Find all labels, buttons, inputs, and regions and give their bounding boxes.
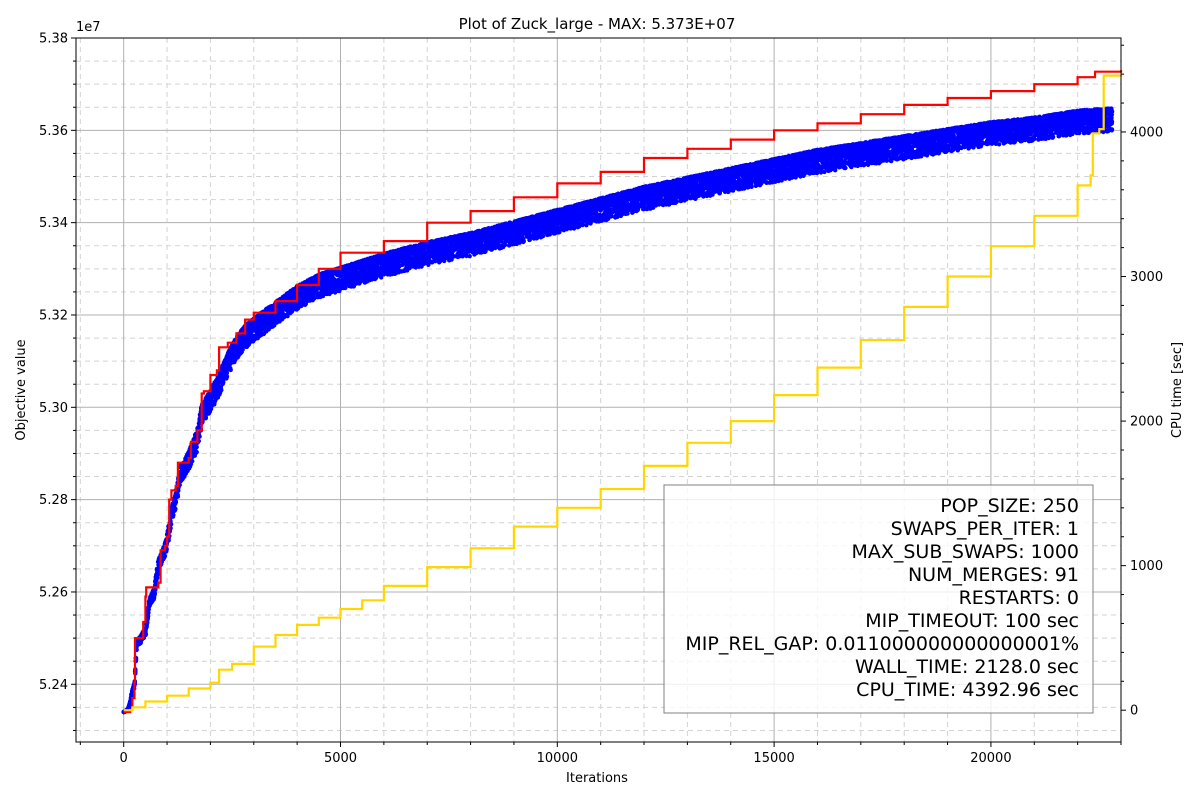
population-point-340: [155, 572, 160, 578]
population-point-1061: [228, 367, 233, 373]
population-point-310: [152, 592, 157, 597]
population-point-243: [145, 615, 150, 621]
population-point-970: [219, 387, 224, 393]
population-point-3423: [467, 254, 472, 259]
population-point-1588: [281, 315, 287, 320]
population-point-1625: [285, 314, 290, 319]
population-point-724: [194, 449, 199, 455]
population-point-2190: [343, 285, 348, 291]
population-point-681: [190, 458, 195, 464]
population-point-519: [173, 499, 178, 504]
population-point-3957: [521, 239, 526, 244]
population-point-1575: [280, 308, 285, 313]
population-point-412: [162, 553, 168, 559]
population-scatter: [121, 106, 1115, 715]
population-point-1025: [224, 374, 230, 379]
population-point-984: [221, 380, 226, 385]
population-point-539: [175, 492, 180, 497]
population-point-1884: [312, 296, 317, 301]
population-point-302: [151, 595, 157, 601]
population-point-723: [194, 444, 199, 450]
population-point-497: [171, 512, 176, 518]
population-point-515: [173, 506, 178, 511]
population-point-813: [203, 416, 208, 421]
population-point-1805: [303, 301, 308, 306]
